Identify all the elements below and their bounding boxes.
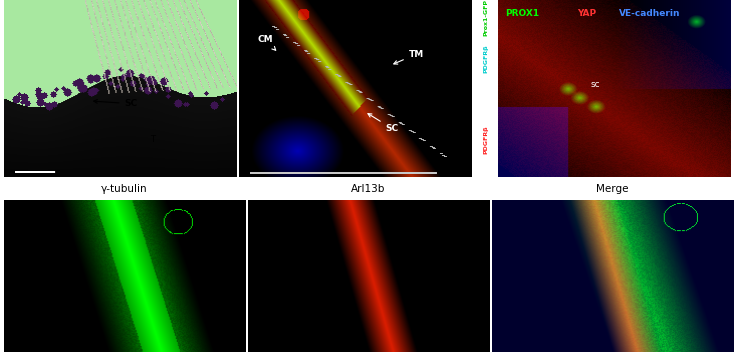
Text: Arl13b: Arl13b <box>352 183 385 194</box>
Text: CM: CM <box>258 35 276 50</box>
Text: SC: SC <box>94 99 138 108</box>
Text: VE-cadherin: VE-cadherin <box>619 9 680 18</box>
Text: TM: TM <box>394 50 424 64</box>
Text: αSMA: αSMA <box>483 89 489 109</box>
Text: Prox1-GFP: Prox1-GFP <box>483 0 489 36</box>
Text: PROX1: PROX1 <box>505 9 539 18</box>
Text: γ-tubulin: γ-tubulin <box>101 183 147 194</box>
Text: SC: SC <box>368 114 399 133</box>
Text: PDGFRβ: PDGFRβ <box>483 126 489 154</box>
Text: Merge: Merge <box>596 183 629 194</box>
Text: T: T <box>150 135 155 144</box>
Text: PDGFRβ: PDGFRβ <box>483 44 489 73</box>
Text: YAP: YAP <box>577 9 596 18</box>
Text: sc: sc <box>591 80 601 90</box>
